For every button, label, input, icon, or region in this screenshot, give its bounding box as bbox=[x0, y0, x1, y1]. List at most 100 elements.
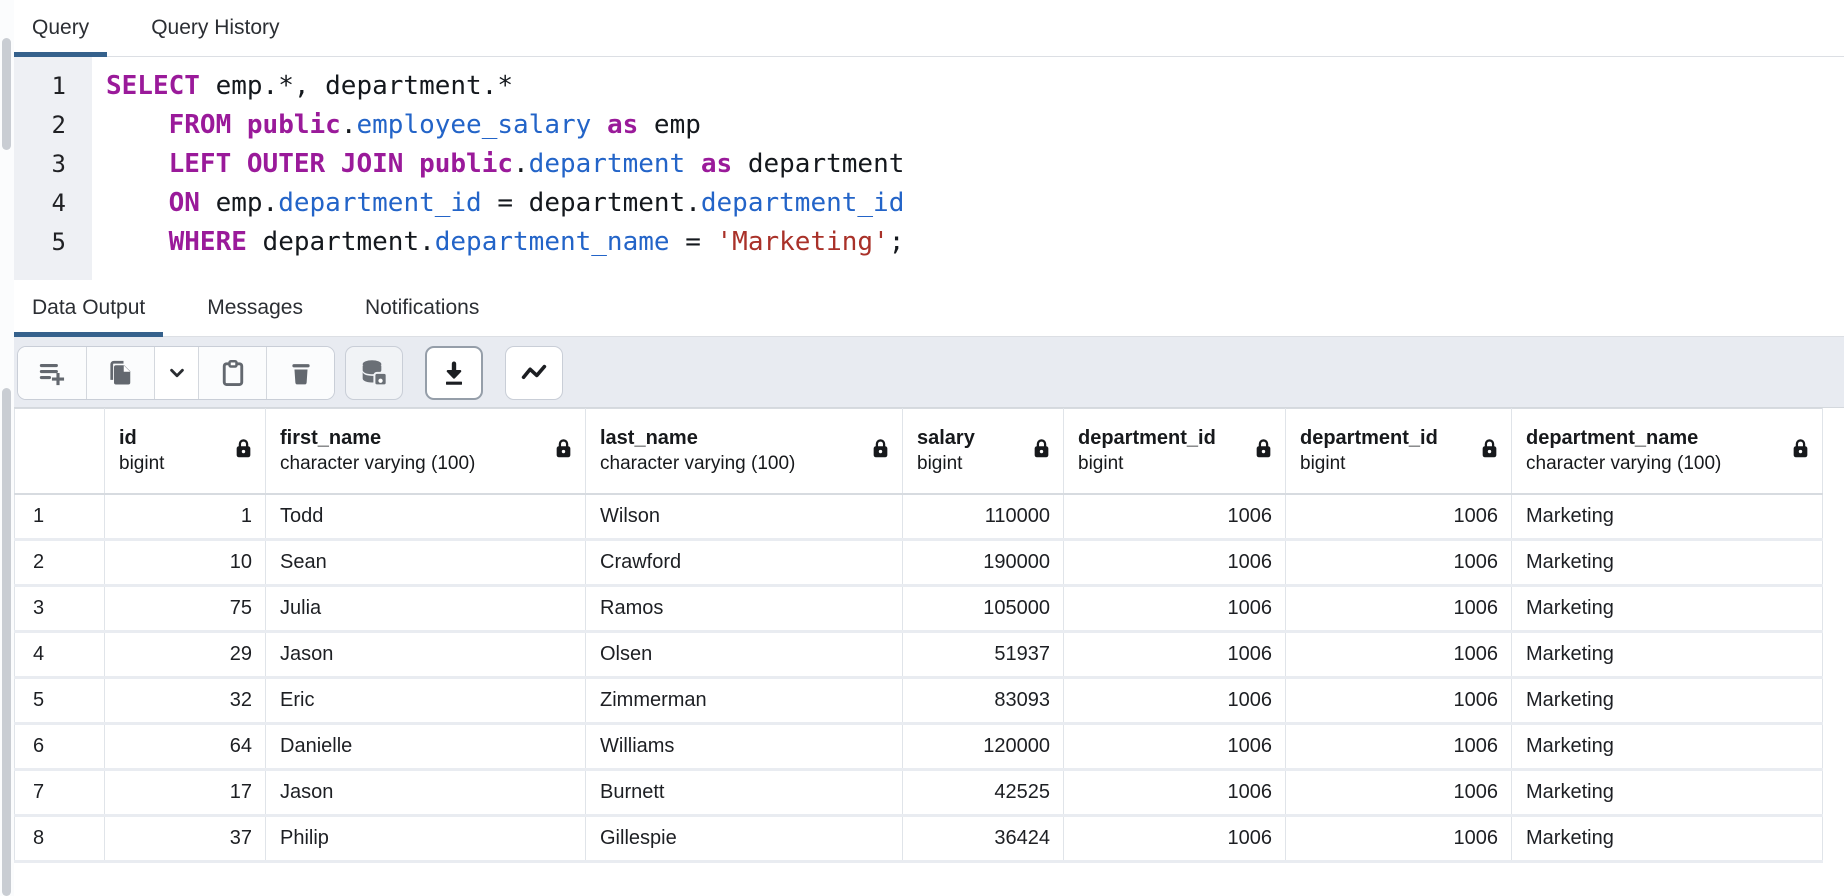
code-line[interactable]: SELECT emp.*, department.* bbox=[106, 67, 904, 106]
cell-salary[interactable]: 51937 bbox=[902, 631, 1064, 679]
cell-department_id[interactable]: 1006 bbox=[1285, 539, 1512, 587]
sql-token-plain: department. bbox=[246, 227, 435, 257]
cell-first_name[interactable]: Sean bbox=[265, 539, 586, 587]
column-header-last_name[interactable]: last_name character varying (100) bbox=[585, 408, 903, 495]
scrollbar-thumb[interactable] bbox=[2, 38, 11, 150]
cell-last_name[interactable]: Wilson bbox=[585, 493, 903, 541]
cell-department_id[interactable]: 1006 bbox=[1285, 677, 1512, 725]
cell-department_id[interactable]: 1006 bbox=[1063, 769, 1286, 817]
lock-icon bbox=[1032, 438, 1051, 464]
cell-last_name[interactable]: Zimmerman bbox=[585, 677, 903, 725]
cell-first_name[interactable]: Philip bbox=[265, 815, 586, 863]
cell-department_id[interactable]: 1006 bbox=[1063, 631, 1286, 679]
row-number-cell[interactable]: 1 bbox=[14, 493, 105, 541]
cell-department_name[interactable]: Marketing bbox=[1511, 631, 1823, 679]
cell-first_name[interactable]: Danielle bbox=[265, 723, 586, 771]
column-header-first_name[interactable]: first_name character varying (100) bbox=[265, 408, 586, 495]
cell-id[interactable]: 1 bbox=[104, 493, 266, 541]
row-number-cell[interactable]: 5 bbox=[14, 677, 105, 725]
copy-options-dropdown[interactable] bbox=[154, 347, 198, 399]
cell-department_id[interactable]: 1006 bbox=[1285, 631, 1512, 679]
tab-query-history[interactable]: Query History bbox=[133, 0, 297, 56]
column-header-department_name[interactable]: department_name character varying (100) bbox=[1511, 408, 1823, 495]
row-number-cell[interactable]: 2 bbox=[14, 539, 105, 587]
cell-salary[interactable]: 190000 bbox=[902, 539, 1064, 587]
cell-department_id[interactable]: 1006 bbox=[1285, 493, 1512, 541]
delete-rows-button[interactable] bbox=[266, 347, 334, 399]
column-header-department_id[interactable]: department_id bigint bbox=[1063, 408, 1286, 495]
database-save-icon bbox=[358, 357, 390, 389]
cell-salary[interactable]: 36424 bbox=[902, 815, 1064, 863]
cell-department_id[interactable]: 1006 bbox=[1063, 539, 1286, 587]
cell-id[interactable]: 75 bbox=[104, 585, 266, 633]
paste-rows-button[interactable] bbox=[198, 347, 266, 399]
cell-salary[interactable]: 110000 bbox=[902, 493, 1064, 541]
column-type: bigint bbox=[1078, 453, 1124, 475]
add-row-button[interactable] bbox=[18, 347, 86, 399]
cell-id[interactable]: 32 bbox=[104, 677, 266, 725]
column-header-department_id[interactable]: department_id bigint bbox=[1285, 408, 1512, 495]
cell-department_name[interactable]: Marketing bbox=[1511, 677, 1823, 725]
cell-first_name[interactable]: Todd bbox=[265, 493, 586, 541]
cell-department_name[interactable]: Marketing bbox=[1511, 769, 1823, 817]
tab-notifications[interactable]: Notifications bbox=[347, 280, 497, 336]
sql-code[interactable]: SELECT emp.*, department.* FROM public.e… bbox=[92, 57, 904, 280]
cell-id[interactable]: 17 bbox=[104, 769, 266, 817]
cell-department_id[interactable]: 1006 bbox=[1285, 769, 1512, 817]
code-line[interactable]: ON emp.department_id = department.depart… bbox=[106, 184, 905, 223]
code-line[interactable]: FROM public.employee_salary as emp bbox=[106, 106, 904, 145]
cell-last_name[interactable]: Ramos bbox=[585, 585, 903, 633]
graph-visualiser-button[interactable] bbox=[505, 346, 563, 400]
code-line[interactable]: WHERE department.department_name = 'Mark… bbox=[106, 223, 905, 262]
cell-last_name[interactable]: Crawford bbox=[585, 539, 903, 587]
cell-department_id[interactable]: 1006 bbox=[1063, 585, 1286, 633]
cell-salary[interactable]: 42525 bbox=[902, 769, 1064, 817]
row-number-cell[interactable]: 6 bbox=[14, 723, 105, 771]
cell-last_name[interactable]: Gillespie bbox=[585, 815, 903, 863]
cell-department_id[interactable]: 1006 bbox=[1063, 815, 1286, 863]
cell-department_id[interactable]: 1006 bbox=[1285, 585, 1512, 633]
cell-department_name[interactable]: Marketing bbox=[1511, 723, 1823, 771]
tab-messages[interactable]: Messages bbox=[189, 280, 321, 336]
cell-department_id[interactable]: 1006 bbox=[1063, 493, 1286, 541]
cell-salary[interactable]: 83093 bbox=[902, 677, 1064, 725]
cell-last_name[interactable]: Olsen bbox=[585, 631, 903, 679]
copy-rows-button[interactable] bbox=[86, 347, 154, 399]
sql-editor[interactable]: 1 2 3 4 5 SELECT emp.*, department.* FROM pu… bbox=[14, 57, 1844, 280]
cell-first_name[interactable]: Jason bbox=[265, 769, 586, 817]
sql-token-plain bbox=[106, 149, 169, 179]
save-results-button[interactable] bbox=[425, 346, 483, 400]
column-header-id[interactable]: id bigint bbox=[104, 408, 266, 495]
tab-data-output[interactable]: Data Output bbox=[14, 280, 164, 337]
cell-salary[interactable]: 105000 bbox=[902, 585, 1064, 633]
tab-query[interactable]: Query bbox=[14, 0, 108, 57]
sql-token-kw: FROM bbox=[168, 110, 232, 140]
cell-department_name[interactable]: Marketing bbox=[1511, 539, 1823, 587]
column-header-salary[interactable]: salary bigint bbox=[902, 408, 1064, 495]
cell-department_name[interactable]: Marketing bbox=[1511, 585, 1823, 633]
cell-id[interactable]: 37 bbox=[104, 815, 266, 863]
select-all-corner[interactable] bbox=[14, 408, 105, 495]
cell-last_name[interactable]: Williams bbox=[585, 723, 903, 771]
row-number-cell[interactable]: 8 bbox=[14, 815, 105, 863]
cell-last_name[interactable]: Burnett bbox=[585, 769, 903, 817]
cell-id[interactable]: 29 bbox=[104, 631, 266, 679]
cell-salary[interactable]: 120000 bbox=[902, 723, 1064, 771]
scrollbar-thumb[interactable] bbox=[2, 388, 11, 896]
row-number-cell[interactable]: 7 bbox=[14, 769, 105, 817]
row-number-cell[interactable]: 4 bbox=[14, 631, 105, 679]
code-line[interactable]: LEFT OUTER JOIN public.department as dep… bbox=[106, 145, 905, 184]
cell-id[interactable]: 64 bbox=[104, 723, 266, 771]
cell-department_id[interactable]: 1006 bbox=[1063, 677, 1286, 725]
cell-department_id[interactable]: 1006 bbox=[1063, 723, 1286, 771]
cell-id[interactable]: 10 bbox=[104, 539, 266, 587]
cell-department_id[interactable]: 1006 bbox=[1285, 723, 1512, 771]
cell-department_name[interactable]: Marketing bbox=[1511, 493, 1823, 541]
cell-department_id[interactable]: 1006 bbox=[1285, 815, 1512, 863]
row-number-cell[interactable]: 3 bbox=[14, 585, 105, 633]
cell-department_name[interactable]: Marketing bbox=[1511, 815, 1823, 863]
cell-first_name[interactable]: Julia bbox=[265, 585, 586, 633]
cell-first_name[interactable]: Jason bbox=[265, 631, 586, 679]
cell-first_name[interactable]: Eric bbox=[265, 677, 586, 725]
save-data-changes-button[interactable] bbox=[345, 346, 403, 400]
